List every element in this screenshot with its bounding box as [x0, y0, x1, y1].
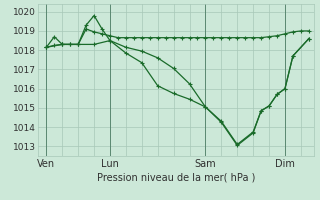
- X-axis label: Pression niveau de la mer( hPa ): Pression niveau de la mer( hPa ): [97, 173, 255, 183]
